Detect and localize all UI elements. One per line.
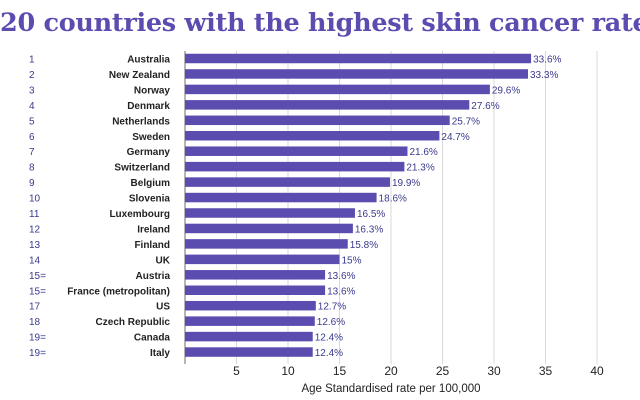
rank-label: 9 (29, 178, 35, 189)
rank-label: 8 (29, 163, 35, 174)
rank-label: 18 (29, 317, 41, 328)
value-label: 19.9% (392, 178, 420, 189)
x-tick-label: 20 (384, 364, 398, 378)
value-label: 15.8% (350, 240, 378, 251)
bar (185, 347, 313, 357)
category-label: Canada (134, 333, 171, 344)
rank-label: 13 (29, 240, 41, 251)
category-label: UK (156, 255, 171, 266)
x-tick-label: 40 (590, 364, 604, 378)
value-label: 12.4% (315, 333, 343, 344)
rank-label: 14 (29, 255, 41, 266)
rank-label: 17 (29, 302, 41, 313)
rank-label: 11 (29, 209, 40, 220)
bar (185, 223, 353, 234)
rank-label: 6 (29, 132, 35, 143)
value-label: 25.7% (452, 116, 480, 127)
category-label: Austria (136, 271, 171, 282)
category-label: Switzerland (114, 163, 170, 174)
bar (185, 53, 532, 64)
bar (185, 285, 326, 295)
value-label: 16.5% (357, 209, 385, 220)
rank-label: 5 (29, 116, 35, 127)
rank-label: 2 (29, 70, 35, 81)
value-label: 13.6% (327, 286, 355, 297)
value-label: 12.7% (318, 302, 346, 313)
category-label: New Zealand (109, 70, 170, 81)
bar (185, 177, 390, 187)
rank-label: 19= (29, 348, 46, 359)
rank-label: 12 (29, 224, 41, 235)
bar (185, 161, 405, 172)
value-label: 16.3% (355, 224, 383, 235)
bar (185, 192, 377, 203)
rank-label: 15= (29, 286, 46, 297)
value-label: 27.6% (471, 101, 499, 112)
value-label: 13.6% (327, 271, 355, 282)
x-tick-label: 10 (281, 364, 295, 378)
bar (185, 84, 490, 95)
category-label: Sweden (132, 132, 170, 143)
category-label: Luxembourg (109, 209, 170, 220)
category-label: Czech Republic (96, 317, 171, 328)
value-label: 29.6% (492, 85, 520, 96)
value-label: 15% (342, 255, 362, 266)
x-tick-label: 15 (333, 364, 347, 378)
value-label: 21.3% (406, 163, 434, 174)
x-axis: 5 10 15 20 25 30 35 40 Age Standardised rate per… (233, 364, 604, 395)
rank-label: 15= (29, 271, 46, 282)
category-label: Norway (134, 85, 171, 96)
category-label: Belgium (131, 178, 171, 189)
category-label: Italy (150, 348, 170, 359)
rank-label: 19= (29, 333, 46, 344)
category-label: Ireland (137, 224, 170, 235)
category-label: Denmark (127, 101, 170, 112)
category-label: US (156, 302, 170, 313)
value-label: 21.6% (409, 147, 437, 158)
rank-label: 4 (29, 101, 35, 112)
value-label: 24.7% (441, 132, 469, 143)
x-tick-label: 25 (436, 364, 450, 378)
bar (185, 300, 316, 311)
bar (185, 331, 313, 342)
bar (185, 115, 450, 126)
category-label: Australia (127, 55, 170, 66)
value-label: 12.6% (317, 317, 345, 328)
bar (185, 270, 326, 280)
x-tick-label: 30 (487, 364, 501, 378)
category-label: Finland (134, 240, 170, 251)
bar (185, 208, 355, 218)
bar (185, 316, 315, 326)
bar (185, 69, 528, 79)
value-label: 33.3% (530, 70, 558, 81)
bar (185, 131, 440, 141)
value-label: 18.6% (379, 194, 407, 205)
bars (185, 53, 532, 357)
rank-label: 3 (29, 85, 35, 96)
chart-title: 20 countries with the highest skin cance… (0, 8, 640, 38)
rank-label: 10 (29, 194, 41, 205)
bar (185, 239, 348, 249)
value-label: 33.6% (533, 55, 561, 66)
rank-label: 7 (29, 147, 35, 158)
bar (185, 100, 470, 110)
x-axis-label: Age Standardised rate per 100,000 (301, 383, 480, 395)
labels: 1 Australia 33.6% 2 New Zealand 33.3% 3 Norway 2… (29, 55, 562, 360)
category-label: Slovenia (129, 194, 171, 205)
bar (185, 146, 408, 156)
bar (185, 254, 340, 265)
value-label: 12.4% (315, 348, 343, 359)
category-label: France (metropolitan) (67, 286, 170, 297)
x-tick-label: 35 (539, 364, 553, 378)
rank-label: 1 (29, 55, 35, 66)
x-tick-label: 5 (233, 364, 240, 378)
category-label: Germany (127, 147, 171, 158)
category-label: Netherlands (112, 116, 170, 127)
